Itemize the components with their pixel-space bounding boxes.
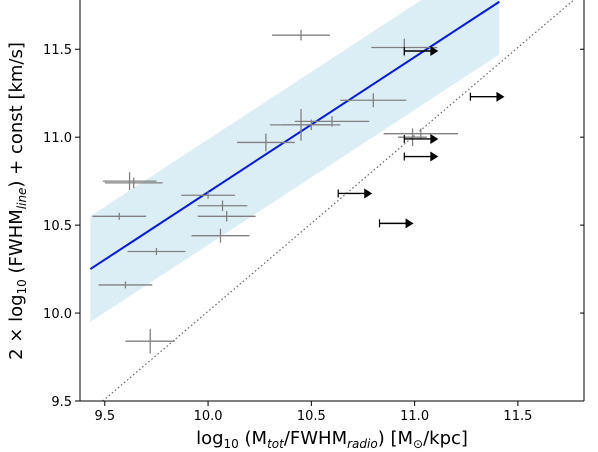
lower-limit-arrow <box>403 46 439 57</box>
y-tick-label: 10.0 <box>43 307 72 322</box>
data-points <box>92 29 458 354</box>
axes-frame <box>79 0 585 402</box>
x-axis-title: log10 (Mtot/FWHMradio) [M⊙/kpc] <box>196 428 468 451</box>
data-point <box>102 172 157 190</box>
lower-limit-arrow <box>378 218 414 229</box>
data-point <box>282 119 341 131</box>
data-point <box>197 200 248 212</box>
data-point <box>125 328 176 354</box>
arrow-head <box>405 218 414 229</box>
x-tick-label: 10.5 <box>297 409 326 424</box>
lower-limit-arrow <box>337 188 373 199</box>
lower-limit-arrow <box>403 133 439 144</box>
data-point <box>104 177 163 189</box>
data-point <box>236 133 295 152</box>
data-point <box>181 191 235 199</box>
data-point <box>92 212 147 220</box>
data-point <box>197 211 256 222</box>
lower-limit-arrows <box>337 46 505 229</box>
plot-area <box>89 0 575 401</box>
y-tick-label: 10.5 <box>43 219 72 234</box>
x-tick-label: 11.0 <box>400 409 429 424</box>
x-tick-label: 9.5 <box>94 409 115 424</box>
y-axis-title: 2 × log10 (FWHMline) + const [km/s] <box>6 42 29 360</box>
y-axis-ticks: 9.5 10.0 10.5 11.0 11.5 <box>43 43 80 410</box>
arrow-head <box>430 46 439 57</box>
y-tick-label: 11.0 <box>43 131 72 146</box>
y-tick-label: 9.5 <box>51 395 72 410</box>
x-tick-label: 11.5 <box>503 409 532 424</box>
arrow-head <box>430 151 439 162</box>
data-point <box>398 128 428 146</box>
data-point <box>340 93 407 108</box>
best-fit-line <box>89 0 500 270</box>
y-tick-label: 11.5 <box>43 43 72 58</box>
confidence-band <box>90 0 500 322</box>
data-point <box>98 281 153 289</box>
data-point <box>191 228 250 243</box>
lower-limit-arrow <box>469 91 505 102</box>
lower-limit-arrow <box>403 151 439 162</box>
arrow-head <box>496 91 505 102</box>
data-point <box>272 29 330 41</box>
data-point <box>127 247 186 256</box>
x-axis-ticks: 9.5 10.0 10.5 11.0 11.5 <box>94 401 532 424</box>
arrow-head <box>364 188 373 199</box>
data-point <box>383 128 458 139</box>
arrow-head <box>430 133 439 144</box>
y-axis-ticks-right <box>580 48 584 402</box>
x-tick-label: 10.0 <box>194 409 223 424</box>
